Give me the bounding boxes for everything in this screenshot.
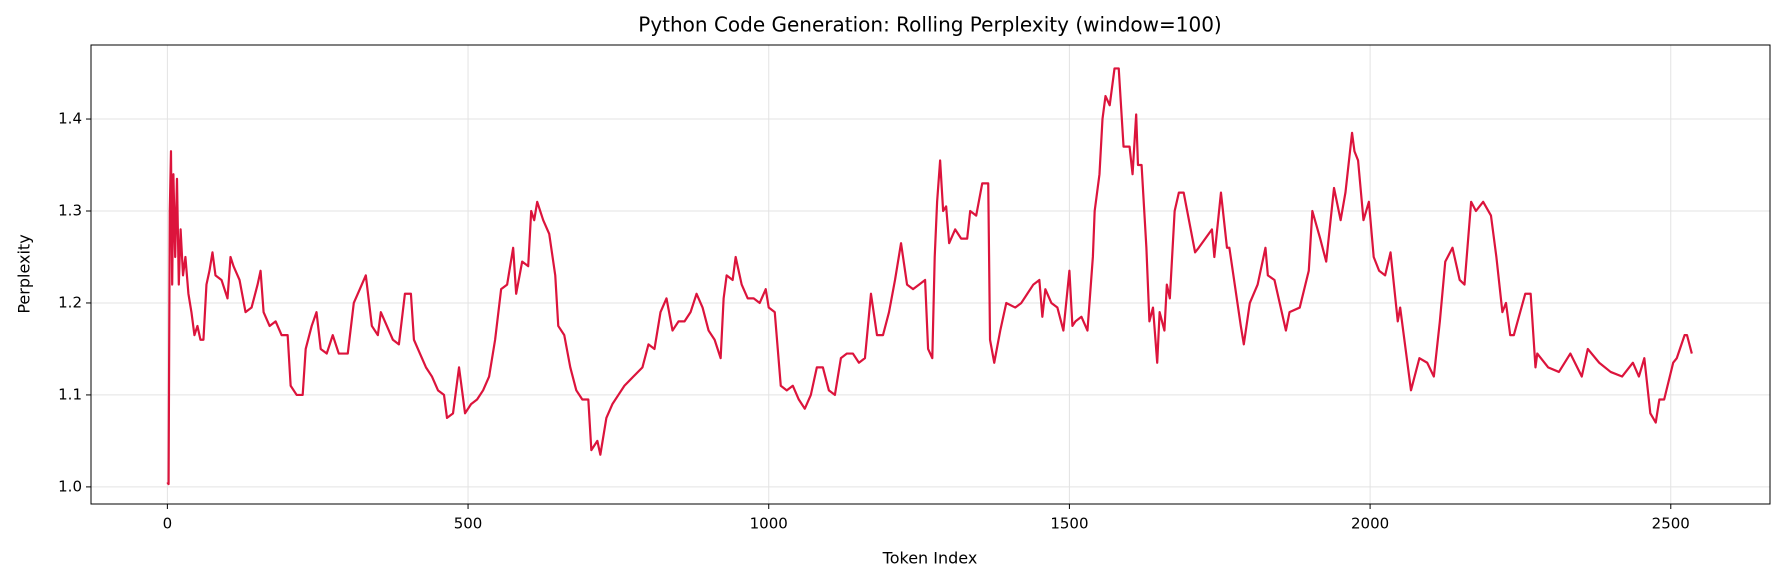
line-series [166, 67, 1693, 486]
y-tick-label: 1.4 [58, 110, 82, 128]
x-tick-label: 1000 [750, 515, 788, 533]
x-tick-label: 2000 [1351, 515, 1389, 533]
y-tick-label: 1.1 [58, 385, 82, 403]
y-tick-label: 1.2 [58, 293, 82, 311]
plot-frame [90, 44, 1771, 505]
chart-title: Python Code Generation: Rolling Perplexi… [638, 13, 1221, 37]
x-tick-label: 500 [454, 515, 483, 533]
y-axis-label: Perplexity [15, 234, 34, 313]
x-tick-label: 2500 [1652, 515, 1690, 533]
x-tick-label: 0 [163, 515, 173, 533]
y-tick-label: 1.0 [58, 477, 82, 495]
y-tick-label: 1.3 [58, 201, 82, 219]
x-tick-label: 1500 [1050, 515, 1088, 533]
x-axis-label: Token Index [882, 549, 978, 568]
